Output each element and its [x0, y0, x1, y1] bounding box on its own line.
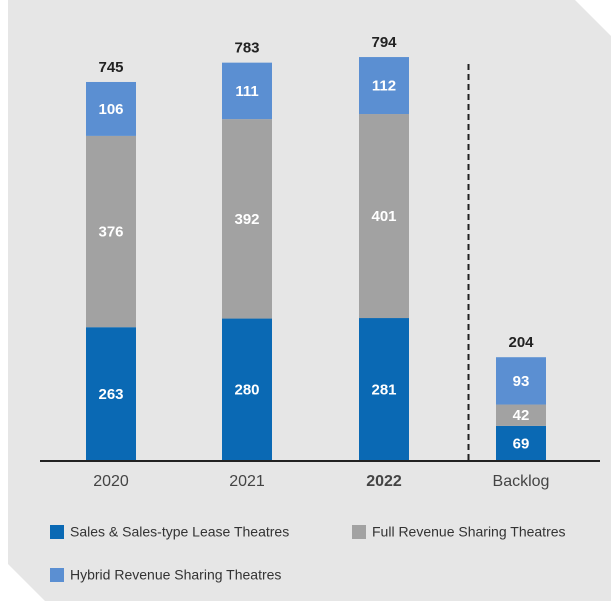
total-label: 745 — [98, 59, 123, 76]
segment-label: 401 — [371, 208, 396, 225]
legend-label: Full Revenue Sharing Theatres — [372, 524, 566, 540]
segment-label: 112 — [372, 78, 396, 95]
bar-segment — [359, 114, 409, 319]
total-label: 783 — [234, 40, 259, 57]
x-tick-label: 2020 — [93, 473, 129, 490]
segment-label: 69 — [513, 435, 530, 452]
segment-label: 42 — [513, 407, 530, 424]
bar-segment — [86, 327, 136, 461]
bar-segment — [496, 425, 546, 461]
bar-segment — [359, 57, 409, 115]
background — [8, 0, 611, 601]
segment-label: 106 — [98, 101, 123, 118]
bar-segment — [359, 318, 409, 461]
bar-segment — [496, 357, 546, 405]
x-tick-label: 2021 — [229, 473, 265, 490]
bar-segment — [222, 62, 272, 120]
bar-segment — [86, 81, 136, 136]
bar-segment — [222, 318, 272, 461]
bar-segment — [222, 119, 272, 319]
segment-label: 111 — [235, 83, 258, 100]
bar-segment — [496, 404, 546, 426]
segment-label: 263 — [98, 386, 123, 403]
segment-label: 281 — [371, 381, 396, 398]
segment-label: 93 — [513, 373, 530, 390]
x-tick-label: Backlog — [493, 473, 550, 490]
legend-swatch — [50, 525, 64, 539]
segment-label: 280 — [234, 382, 259, 399]
segment-label: 392 — [234, 211, 259, 228]
segment-label: 376 — [98, 224, 123, 241]
legend-swatch — [50, 568, 64, 582]
total-label: 204 — [508, 334, 534, 351]
bar-segment — [86, 135, 136, 328]
x-tick-label: 2022 — [366, 473, 402, 490]
legend-label: Sales & Sales-type Lease Theatres — [70, 524, 289, 540]
total-label: 794 — [371, 34, 397, 51]
legend-swatch — [352, 525, 366, 539]
legend-label: Hybrid Revenue Sharing Theatres — [70, 567, 281, 583]
